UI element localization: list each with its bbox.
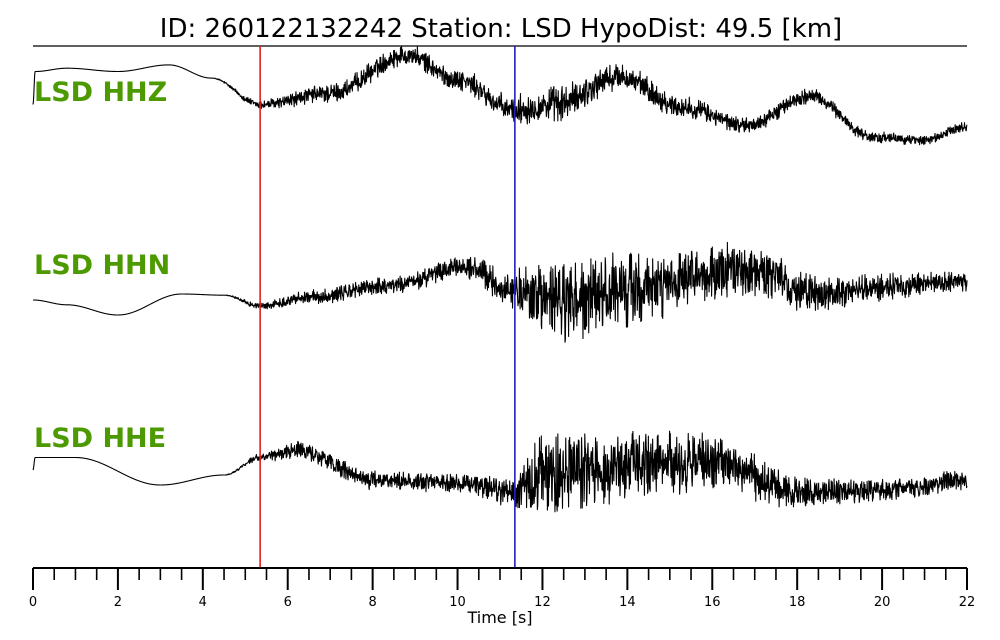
channel-label-3: LSD HHE [34, 423, 166, 454]
trace-line-1 [32, 45, 968, 146]
x-tick-label: 14 [619, 595, 636, 610]
x-tick-label: 10 [449, 595, 466, 610]
x-tick-label: 22 [959, 595, 976, 610]
x-tick-label: 12 [534, 595, 551, 610]
x-tick-label: 18 [789, 595, 806, 610]
time-axis-tick-labels: 0 2 4 6 8 10 12 14 16 18 20 22 [29, 595, 975, 610]
channel-label-2: LSD HHN [34, 250, 170, 281]
trace-line-2 [32, 241, 968, 343]
x-tick-label: 16 [704, 595, 721, 610]
x-tick-label: 6 [284, 595, 292, 610]
x-tick-label: 2 [114, 595, 122, 610]
channel-labels: LSD HHZ LSD HHN LSD HHE [34, 77, 170, 454]
x-tick-label: 8 [368, 595, 376, 610]
trace-area [32, 45, 968, 513]
x-axis-label: Time [s] [466, 608, 532, 627]
time-axis-ticks [32, 568, 968, 590]
figure-title: ID: 260122132242 Station: LSD HypoDist: … [160, 14, 842, 44]
time-axis: 0 2 4 6 8 10 12 14 16 18 20 22 Time [s] [29, 567, 975, 627]
channel-label-1: LSD HHZ [34, 77, 167, 108]
phase-picks [259, 46, 516, 568]
x-tick-label: 4 [199, 595, 207, 610]
trace-line-3 [32, 430, 968, 513]
x-tick-label: 0 [29, 595, 37, 610]
x-tick-label: 20 [874, 595, 891, 610]
